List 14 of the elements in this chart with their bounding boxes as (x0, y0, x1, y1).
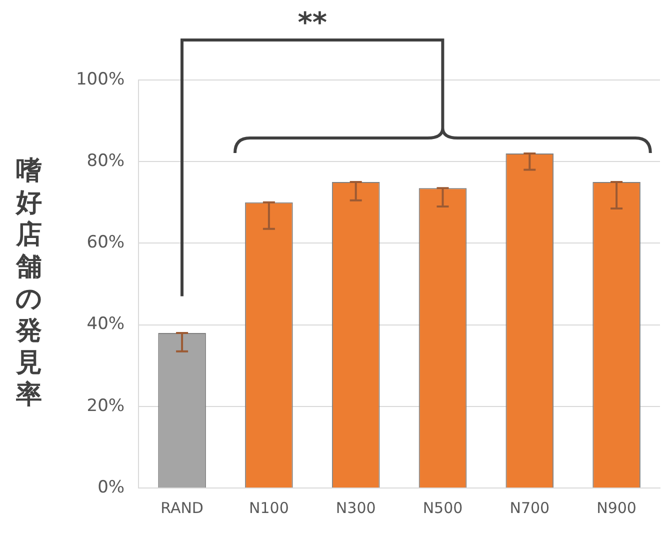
y-tick-label: 20% (86, 396, 125, 416)
y-tick-label: 80% (86, 151, 125, 172)
x-tick-label: N900 (596, 498, 636, 517)
y-axis-title: 嗜好店舗の発見率 (14, 155, 44, 411)
x-tick-label: N300 (336, 498, 376, 517)
x-tick-label: RAND (160, 498, 204, 517)
y-tick-label: 40% (86, 314, 125, 334)
y-tick-label: 60% (86, 232, 125, 253)
y-tick-label: 100% (76, 69, 125, 90)
x-tick-label: N700 (510, 498, 550, 517)
x-tick-label: N100 (249, 498, 289, 517)
x-tick-label: N500 (422, 498, 463, 517)
text: ** (296, 6, 328, 39)
y-tick-label: 0% (98, 477, 125, 498)
